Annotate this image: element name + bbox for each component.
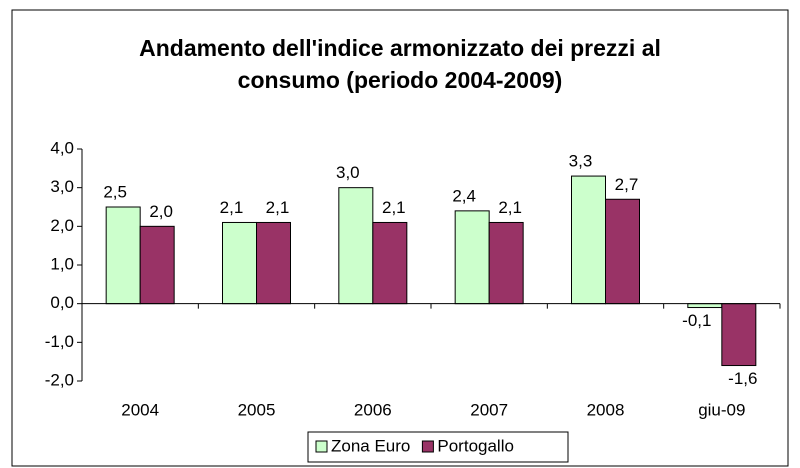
x-tick-label: 2006 bbox=[354, 400, 392, 419]
bar bbox=[687, 303, 723, 309]
bar bbox=[605, 198, 640, 305]
bar bbox=[454, 210, 490, 305]
bar bbox=[571, 175, 606, 305]
y-tick-label: 3,0 bbox=[50, 177, 74, 196]
data-label: 2,1 bbox=[266, 198, 290, 217]
x-tick-label: 2005 bbox=[238, 400, 276, 419]
bar bbox=[222, 221, 257, 305]
chart-title: Andamento dell'indice armonizzato dei pr… bbox=[139, 35, 661, 61]
data-label: 2,4 bbox=[452, 186, 476, 205]
data-label: 3,3 bbox=[569, 152, 593, 171]
data-label: 2,1 bbox=[220, 198, 244, 217]
x-tick-label: giu-09 bbox=[698, 400, 745, 419]
data-label: 2,0 bbox=[149, 202, 173, 221]
bar bbox=[338, 187, 374, 305]
bar bbox=[256, 221, 291, 305]
data-label: 3,0 bbox=[336, 163, 360, 182]
data-label: 2,1 bbox=[382, 198, 406, 217]
legend bbox=[307, 431, 569, 463]
data-label: -1,6 bbox=[728, 369, 757, 388]
bar bbox=[372, 221, 408, 305]
y-tick-label: -1,0 bbox=[45, 332, 74, 351]
y-tick-label: 0,0 bbox=[50, 293, 74, 312]
x-tick-label: 2008 bbox=[587, 400, 625, 419]
y-tick-label: 4,0 bbox=[50, 138, 74, 157]
legend-swatch bbox=[421, 440, 434, 453]
y-tick-label: 1,0 bbox=[50, 254, 74, 273]
bar bbox=[721, 303, 757, 367]
legend-swatch bbox=[315, 440, 328, 453]
chart-title: consumo (periodo 2004-2009) bbox=[238, 67, 563, 93]
data-label: -0,1 bbox=[682, 311, 711, 330]
data-label: 2,5 bbox=[103, 182, 127, 201]
legend-label: Portogallo bbox=[437, 436, 514, 455]
x-tick-label: 2004 bbox=[121, 400, 159, 419]
bar bbox=[488, 221, 524, 305]
data-label: 2,1 bbox=[498, 198, 522, 217]
y-tick-label: 2,0 bbox=[50, 216, 74, 235]
x-tick-label: 2007 bbox=[470, 400, 508, 419]
bar bbox=[105, 206, 141, 305]
data-label: 2,7 bbox=[615, 175, 639, 194]
bar bbox=[139, 225, 175, 305]
legend-label: Zona Euro bbox=[331, 436, 410, 455]
y-tick-label: -2,0 bbox=[45, 370, 74, 389]
